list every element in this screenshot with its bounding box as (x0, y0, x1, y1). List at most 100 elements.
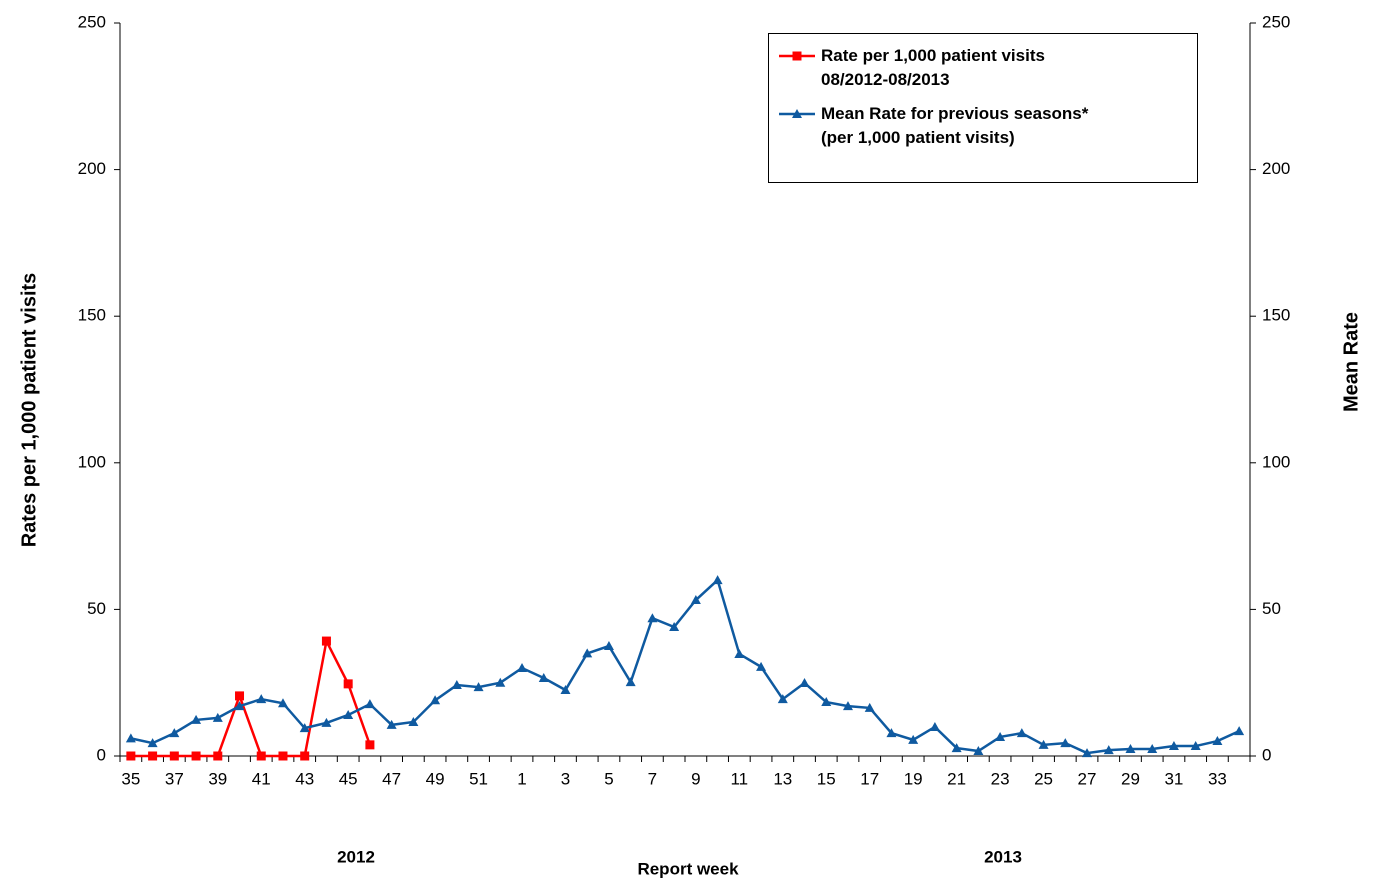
x-tick-label: 29 (1121, 769, 1140, 788)
data-point (821, 697, 832, 707)
y-tick-label: 50 (87, 599, 106, 618)
x-tick-label: 35 (121, 769, 140, 788)
data-point (625, 677, 636, 687)
data-point (669, 621, 680, 631)
x-tick-label: 11 (730, 769, 748, 788)
data-point (212, 712, 223, 722)
data-point (712, 575, 723, 585)
data-point (842, 701, 853, 711)
data-point (343, 679, 353, 689)
data-point (234, 701, 245, 711)
data-point (734, 648, 745, 658)
x-tick-label: 21 (947, 769, 966, 788)
x-tick-label: 51 (469, 769, 488, 788)
data-point (582, 648, 593, 658)
x-tick-label: 1 (517, 769, 526, 788)
data-point (864, 702, 875, 712)
data-point (147, 738, 158, 748)
legend-item: Rate per 1,000 patient visits 08/2012-08… (777, 44, 1189, 92)
data-point (690, 595, 701, 605)
y2-tick-label: 250 (1262, 12, 1290, 31)
data-point (213, 751, 223, 761)
data-point (1016, 728, 1027, 738)
x-tick-label: 7 (648, 769, 657, 788)
data-point (1060, 738, 1071, 748)
y-axis-title: Rates per 1,000 patient visits (18, 273, 40, 548)
x-tick-label: 5 (604, 769, 613, 788)
data-point (408, 716, 419, 726)
data-point (756, 661, 767, 671)
x-tick-label: 37 (165, 769, 184, 788)
x-tick-label: 47 (382, 769, 401, 788)
data-point (169, 751, 179, 761)
y2-tick-label: 200 (1262, 159, 1290, 178)
data-point (777, 694, 788, 704)
x-tick-label: 15 (817, 769, 836, 788)
data-point (973, 746, 984, 756)
data-point (1168, 741, 1179, 751)
data-point (148, 751, 158, 761)
data-point (603, 641, 614, 651)
x-tick-label: 9 (691, 769, 700, 788)
data-point (995, 731, 1006, 741)
data-point (1212, 736, 1223, 746)
data-point (191, 714, 202, 724)
y-tick-label: 200 (78, 159, 106, 178)
legend-label: Mean Rate for previous seasons* (per 1,0… (821, 104, 1089, 147)
x-tick-label: 27 (1078, 769, 1097, 788)
x-tick-label: 43 (295, 769, 314, 788)
x-tick-label: 3 (561, 769, 570, 788)
data-point (321, 636, 331, 646)
data-point (125, 733, 136, 743)
x-tick-label: 23 (991, 769, 1010, 788)
data-point (1082, 748, 1093, 758)
data-point (517, 663, 528, 673)
x-tick-label: 31 (1164, 769, 1183, 788)
x-tick-label: 17 (860, 769, 879, 788)
series-markers (126, 636, 375, 761)
data-point (560, 685, 571, 695)
data-point (299, 723, 310, 733)
data-point (1103, 745, 1114, 755)
data-point (300, 751, 310, 761)
legend-swatch (779, 51, 815, 61)
data-point (191, 751, 201, 761)
data-point (647, 613, 658, 623)
data-point (386, 719, 397, 729)
x-tick-label: 33 (1208, 769, 1227, 788)
data-point (256, 751, 266, 761)
y2-tick-label: 150 (1262, 306, 1290, 325)
y-tick-label: 150 (78, 306, 106, 325)
x-tick-label: 39 (208, 769, 227, 788)
x-tick-label: 41 (252, 769, 271, 788)
x-tick-label: 19 (904, 769, 923, 788)
data-point (799, 677, 810, 687)
data-point (886, 728, 897, 738)
x-tick-label: 49 (426, 769, 445, 788)
x-tick-label: 45 (339, 769, 358, 788)
legend: Rate per 1,000 patient visits 08/2012-08… (768, 33, 1198, 183)
data-point (473, 682, 484, 692)
y-tick-label: 100 (78, 452, 106, 471)
year-label: 2012 (337, 847, 375, 866)
legend-swatch (779, 109, 815, 118)
data-point (365, 740, 375, 750)
data-point (929, 721, 940, 731)
data-point (1038, 739, 1049, 749)
x-tick-label: 13 (773, 769, 792, 788)
x-axis-title: Report week (637, 859, 739, 878)
data-point (235, 691, 245, 701)
data-point (538, 673, 549, 683)
data-point (1147, 743, 1158, 753)
data-point (256, 694, 267, 704)
data-point (278, 751, 288, 761)
data-point (126, 751, 136, 761)
data-point (951, 743, 962, 753)
series-line (130, 637, 372, 758)
legend-marker (792, 109, 802, 118)
data-point (495, 677, 506, 687)
data-point (430, 695, 441, 705)
data-point (1125, 743, 1136, 753)
